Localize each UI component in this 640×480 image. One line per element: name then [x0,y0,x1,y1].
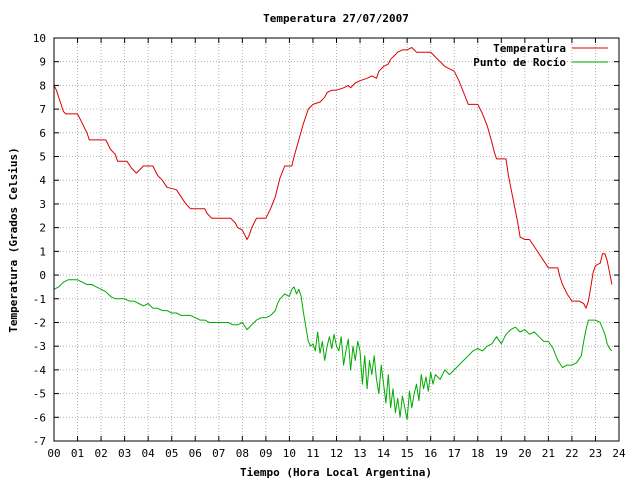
x-tick-label: 09 [259,447,272,460]
x-tick-label: 14 [377,447,391,460]
y-tick-label: -3 [33,340,46,353]
y-tick-label: -6 [33,411,46,424]
series-line-punto-de-rocio [53,279,613,421]
x-tick-label: 00 [47,447,60,460]
x-tick-label: 05 [165,447,178,460]
y-tick-label: 6 [39,127,46,140]
y-tick-label: 1 [39,245,46,258]
chart-title: Temperatura 27/07/2007 [263,12,409,25]
axis-ticks [53,37,620,442]
x-tick-label: 21 [542,447,555,460]
y-tick-label: -1 [33,293,46,306]
y-tick-label: -2 [33,316,46,329]
x-tick-label: 18 [471,447,484,460]
x-tick-label: 20 [518,447,531,460]
y-tick-label: 10 [33,32,46,45]
y-tick-label: 0 [39,269,46,282]
x-tick-label: 19 [495,447,508,460]
x-tick-label: 06 [189,447,202,460]
y-tick-label: -5 [33,388,46,401]
y-tick-label: 2 [39,222,46,235]
y-tick-label: 5 [39,151,46,164]
tick-labels: 00 01 02 03 04 05 06 07 08 09 10 11 12 13 14 15 16 17 18 19… [33,32,626,460]
x-tick-label: 24 [612,447,626,460]
y-tick-label: 3 [39,198,46,211]
y-tick-label: 9 [39,56,46,69]
x-tick-label: 03 [118,447,131,460]
y-tick-label: -7 [33,435,46,448]
series-line-temperatura [53,47,613,309]
grid [54,38,619,441]
x-tick-label: 15 [401,447,414,460]
y-tick-label: 7 [39,103,46,116]
x-tick-label: 01 [71,447,84,460]
x-tick-label: 10 [283,447,296,460]
x-tick-label: 22 [565,447,578,460]
x-tick-label: 04 [142,447,156,460]
x-tick-label: 16 [424,447,437,460]
x-tick-label: 13 [353,447,366,460]
y-axis-title: Temperatura (Grados Celsius) [7,147,20,332]
x-tick-label: 08 [236,447,249,460]
y-tick-label: -4 [33,364,47,377]
y-tick-label: 8 [39,79,46,92]
x-axis-title: Tiempo (Hora Local Argentina) [240,466,432,479]
series-lines [53,47,613,421]
x-tick-label: 17 [448,447,461,460]
legend-label-temperatura: Temperatura [493,42,566,55]
legend: Temperatura Punto de Rocío [473,42,608,69]
x-tick-label: 23 [589,447,602,460]
x-tick-label: 07 [212,447,225,460]
y-tick-label: 4 [39,174,46,187]
x-tick-label: 12 [330,447,343,460]
x-tick-label: 02 [94,447,107,460]
x-tick-label: 11 [306,447,319,460]
legend-label-punto-de-rocio: Punto de Rocío [473,56,566,69]
